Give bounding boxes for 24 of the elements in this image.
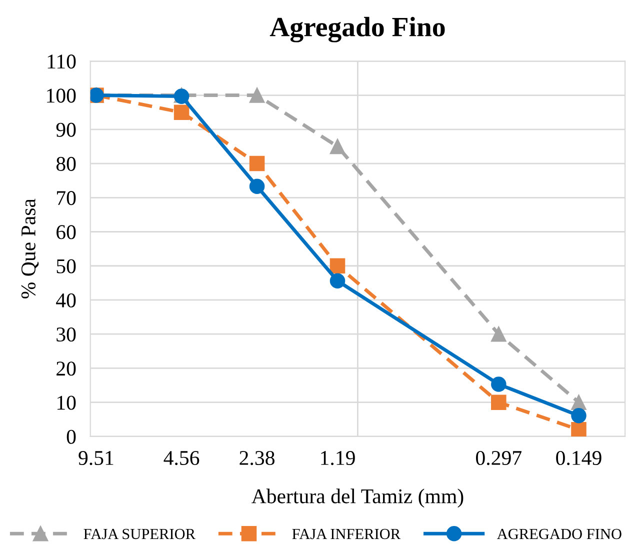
x-tick-label: 2.38	[240, 450, 274, 466]
y-axis-title: % Que Pasa	[21, 198, 39, 298]
legend-label: FAJA INFERIOR	[292, 528, 401, 540]
y-tick-label: 60	[56, 225, 76, 240]
y-tick-label: 80	[56, 156, 76, 171]
x-axis-title: Abertura del Tamiz (mm)	[252, 488, 464, 508]
y-tick-label: 10	[57, 396, 76, 410]
x-tick-label: 9.51	[78, 451, 114, 466]
x-tick-label: 0.297	[476, 450, 522, 466]
y-tick-label: 100	[47, 88, 76, 103]
y-tick-label: 70	[57, 191, 76, 206]
x-tick-label: 4.56	[164, 451, 200, 466]
chart-title: Agregado Fino	[270, 16, 445, 42]
y-tick-label: 50	[56, 259, 76, 274]
legend-label: AGREGADO FINO	[496, 528, 622, 540]
y-tick-label: 30	[56, 327, 76, 342]
x-tick-label: 0.149	[556, 450, 602, 466]
y-tick-label: 110	[48, 54, 76, 69]
y-tick-label: 40	[56, 293, 76, 308]
legend-label: FAJA SUPERIOR	[84, 528, 196, 540]
y-tick-label: 0	[66, 430, 76, 444]
y-tick-label: 20	[56, 362, 76, 376]
y-tick-label: 90	[56, 122, 76, 137]
x-tick-label: 1.19	[321, 451, 355, 466]
